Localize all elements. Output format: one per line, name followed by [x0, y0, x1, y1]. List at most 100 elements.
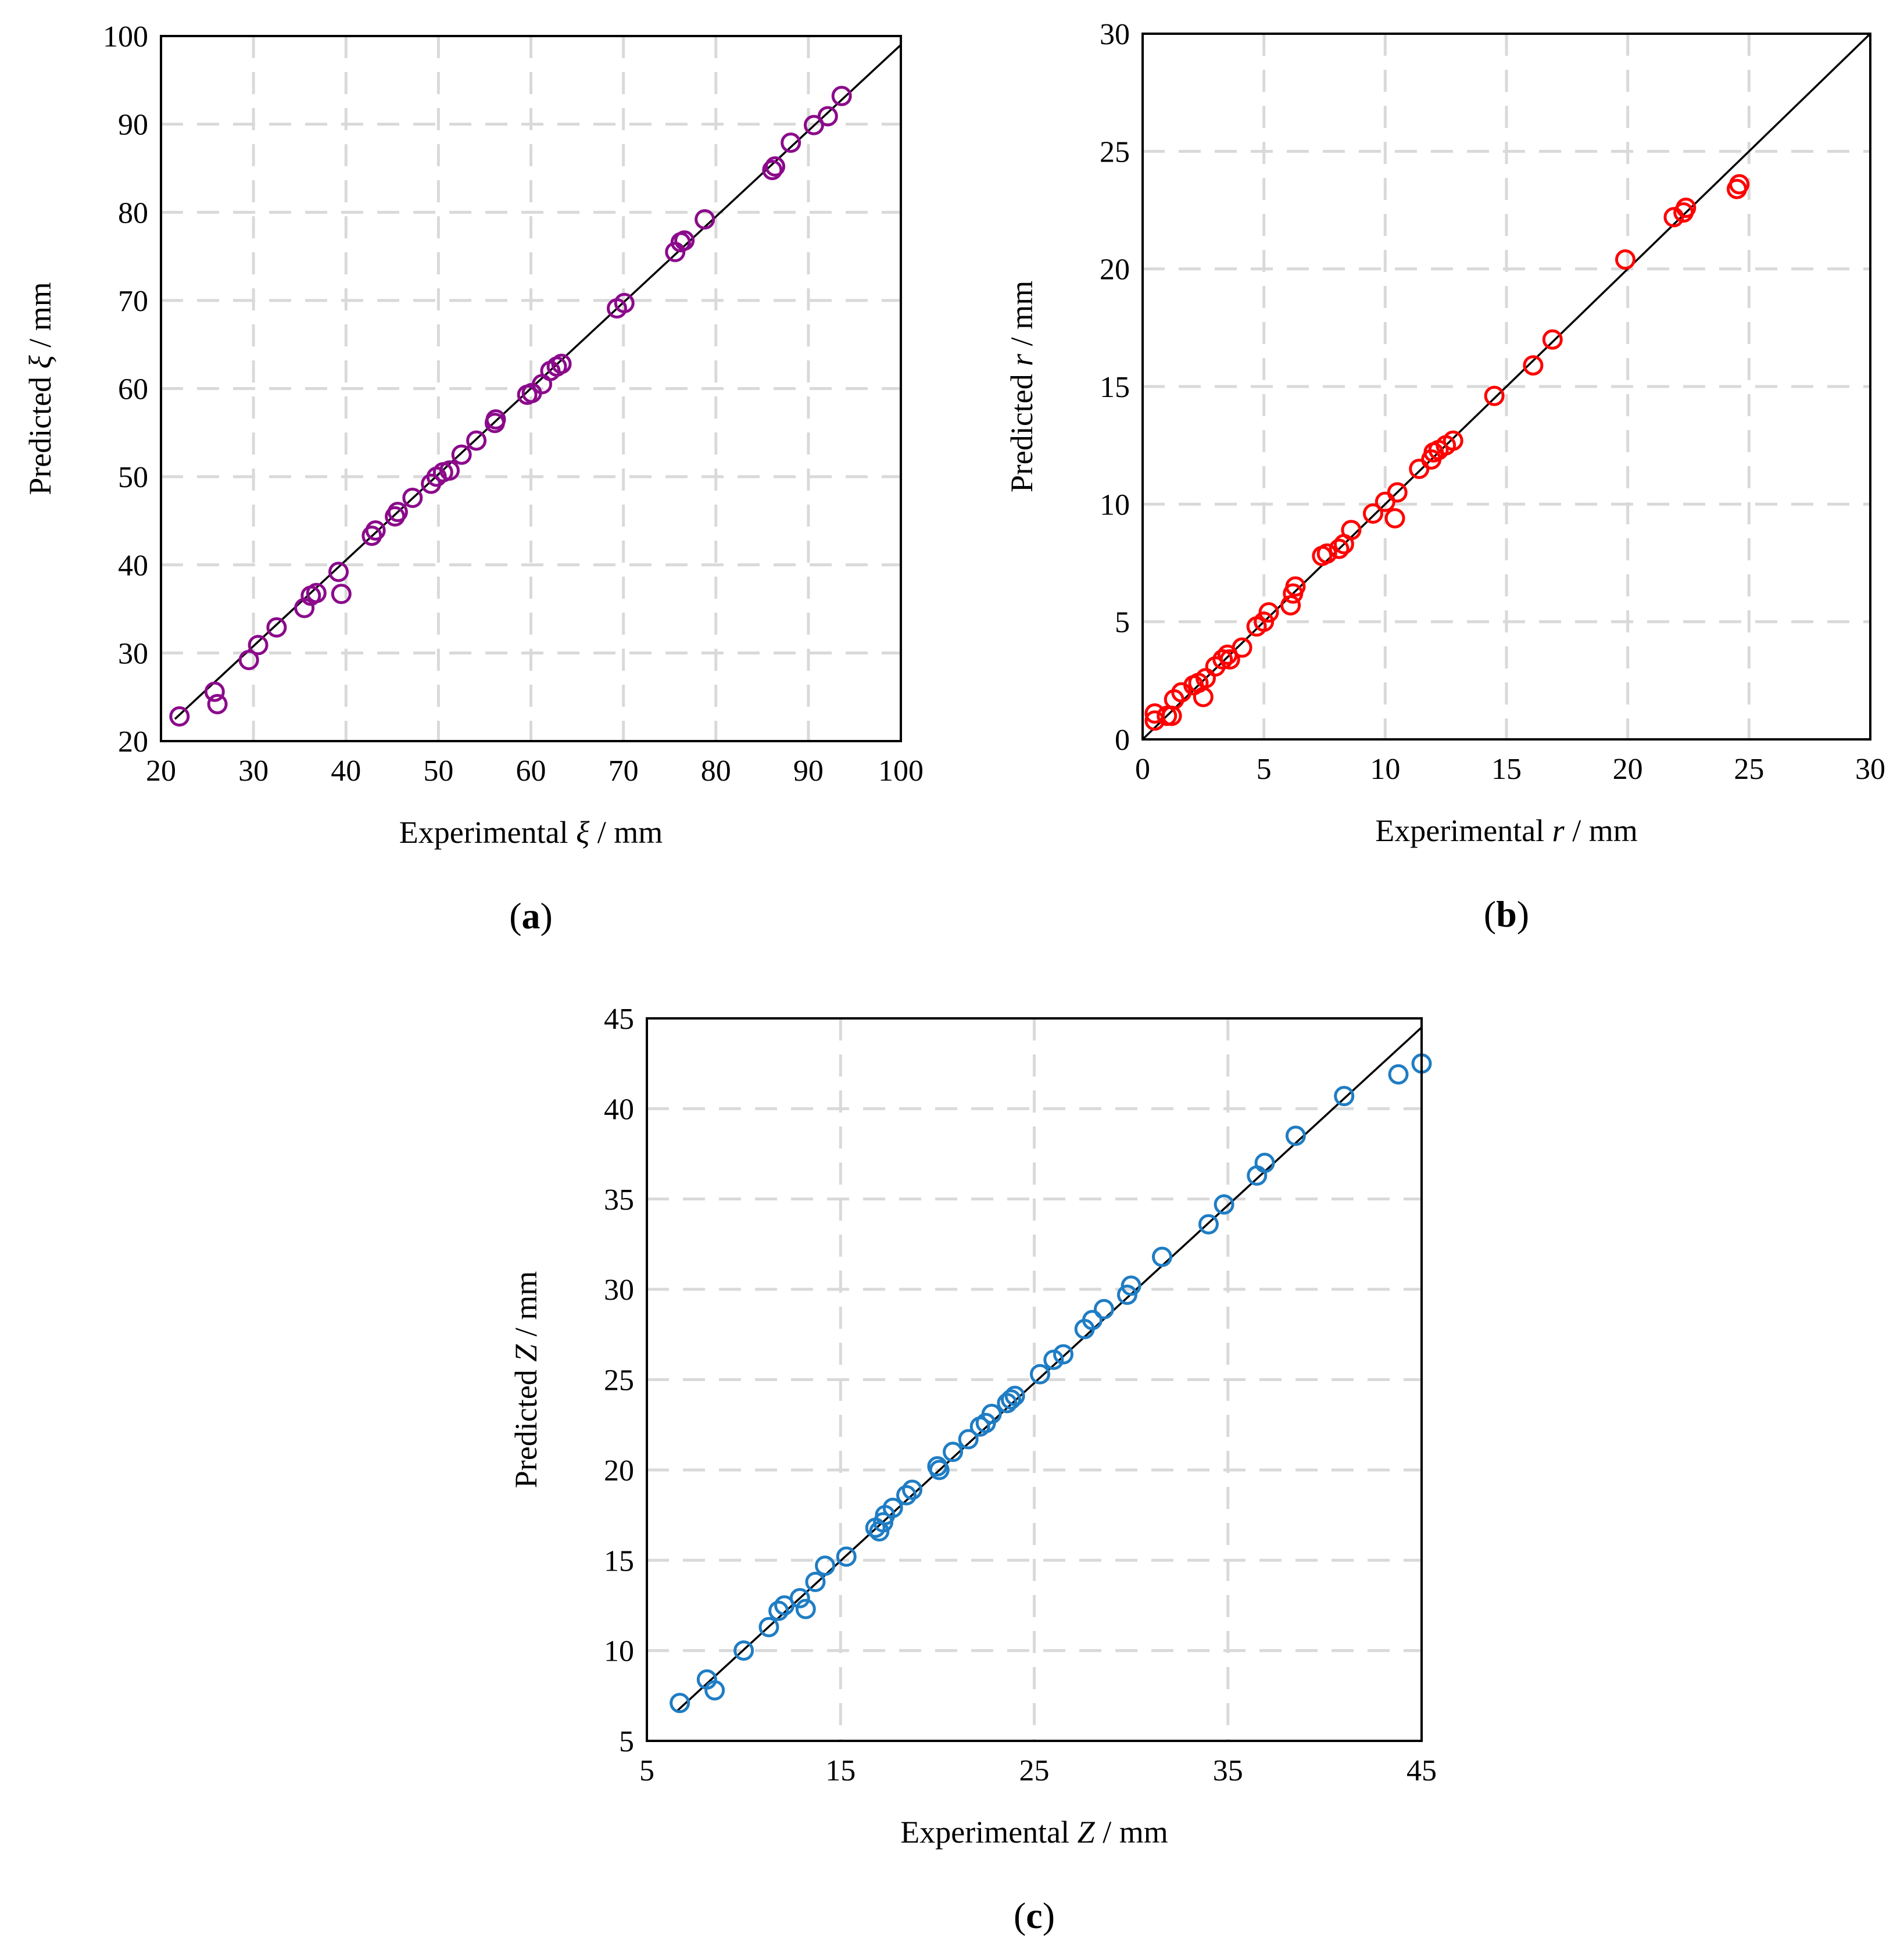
panel-b-point-22 — [1316, 543, 1337, 564]
panel-b-points — [1144, 174, 1750, 731]
panel-a-point-39 — [803, 115, 824, 135]
panel-b-x-tick-label-5: 25 — [1734, 753, 1764, 786]
panel-c-point-5 — [768, 1600, 789, 1621]
panel-b-point-20 — [1285, 576, 1306, 597]
panel-a-point-21 — [466, 430, 487, 451]
panel-b-point-23 — [1329, 538, 1350, 559]
panel-c-point-21 — [943, 1442, 964, 1462]
panel-a-y-tick-label-7: 90 — [118, 109, 148, 142]
panel-a-label: (a) — [509, 895, 553, 936]
panel-b-y-tick-label-1: 5 — [1115, 606, 1130, 639]
panel-c-y-tick-label-6: 35 — [604, 1183, 634, 1217]
panel-c-point-17 — [896, 1485, 917, 1505]
panel-c-label: (c) — [1014, 1895, 1055, 1936]
panel-c-point-27 — [1001, 1389, 1022, 1410]
panel-a-y-tick-label-4: 60 — [118, 373, 148, 406]
panel-c-point-7 — [789, 1588, 810, 1609]
panel-b-point-37 — [1523, 355, 1544, 376]
panel-a-x-tick-label-2: 40 — [331, 754, 361, 788]
panel-a-x-tick-label-3: 50 — [423, 754, 453, 788]
panel-c-point-11 — [836, 1546, 857, 1567]
panel-c: 5 15 25 35 45 5 10 15 20 25 30 35 40 45 Experimental… — [509, 1003, 1437, 1936]
panel-b-point-28 — [1384, 508, 1405, 529]
panel-c-y-tick-label-2: 15 — [604, 1544, 634, 1578]
panel-c-x-ticks: 5 15 25 35 45 — [639, 1754, 1437, 1787]
panel-c-point-35 — [1116, 1284, 1137, 1305]
panel-b-point-18 — [1280, 595, 1301, 616]
panel-c-point-16 — [882, 1497, 903, 1518]
panel-c-point-42 — [1285, 1125, 1306, 1146]
panel-b-x-ticks: 0 5 10 15 20 25 30 — [1135, 753, 1885, 786]
panel-b-y-tick-label-4: 20 — [1100, 253, 1130, 287]
panel-a-y-axis-label: Predicted ξ / mm — [23, 282, 58, 495]
panel-a-x-axis-label: Experimental ξ / mm — [399, 815, 663, 850]
panel-a-point-2 — [207, 693, 228, 714]
panel-c-point-25 — [981, 1404, 1002, 1425]
panel-a-point-34 — [674, 230, 695, 251]
panel-a-point-41 — [831, 85, 852, 106]
panel-c-y-tick-label-8: 45 — [604, 1003, 634, 1036]
panel-b-x-tick-label-6: 30 — [1855, 753, 1885, 786]
panel-c-point-10 — [815, 1555, 836, 1576]
panel-b-point-38 — [1542, 329, 1563, 350]
panel-c-x-tick-label-4: 45 — [1406, 1754, 1437, 1787]
panel-c-point-28 — [1004, 1385, 1025, 1406]
panel-c-y-tick-label-0: 5 — [619, 1725, 634, 1758]
panel-a-point-8 — [306, 582, 327, 603]
panel-c-y-tick-label-4: 25 — [604, 1364, 634, 1397]
panel-c-point-44 — [1388, 1064, 1409, 1085]
panel-b-point-16 — [1254, 611, 1275, 632]
panel-b-y-ticks: 0 5 10 15 20 25 30 — [1100, 18, 1130, 757]
panel-a-point-29 — [551, 353, 572, 374]
panel-c-point-43 — [1334, 1086, 1355, 1107]
panel-c-point-9 — [805, 1572, 826, 1593]
panel-c-point-2 — [704, 1680, 725, 1701]
panel-a-x-tick-label-1: 30 — [238, 754, 269, 788]
panel-c-point-20 — [929, 1460, 950, 1480]
panel-b-x-tick-label-2: 10 — [1370, 753, 1400, 786]
panel-b-point-25 — [1341, 520, 1362, 541]
panel-b-point-42 — [1676, 197, 1697, 218]
panel-a-point-38 — [781, 132, 801, 153]
panel-c-y-tick-label-5: 30 — [604, 1274, 634, 1307]
panel-b-frame — [1141, 33, 1871, 741]
panel-b-y-tick-label-3: 15 — [1100, 371, 1130, 404]
panel-c-point-38 — [1198, 1214, 1219, 1235]
panel-b-label: (b) — [1484, 893, 1529, 935]
panel-a-x-tick-label-7: 90 — [793, 754, 824, 788]
panel-a-x-tick-label-8: 100 — [878, 754, 924, 788]
panel-c-points — [670, 1053, 1432, 1714]
panel-a-y-tick-label-6: 80 — [118, 196, 148, 230]
panel-c-point-3 — [733, 1640, 754, 1661]
panel-a-point-12 — [365, 520, 386, 541]
panel-a-point-20 — [451, 444, 472, 465]
panel-b-y-tick-label-6: 30 — [1100, 18, 1130, 51]
panel-a-x-tick-label-5: 70 — [609, 754, 639, 788]
panel-c-point-37 — [1151, 1246, 1172, 1267]
panel-b-x-tick-label-3: 15 — [1491, 753, 1522, 786]
panel-c-point-31 — [1053, 1344, 1073, 1365]
panel-b-x-tick-label-1: 5 — [1257, 753, 1272, 786]
panel-a-x-tick-label-6: 80 — [701, 754, 731, 788]
panel-b-y-axis-label: Predicted r / mm — [1004, 281, 1039, 492]
panel-b-point-17 — [1258, 602, 1279, 623]
panel-a: 20 30 40 50 60 70 80 90 100 2030405060708090100 … — [23, 20, 924, 936]
panel-a-y-tick-label-0: 20 — [118, 725, 148, 759]
panel-c-x-tick-label-3: 35 — [1213, 1754, 1243, 1787]
panel-b-point-36 — [1484, 385, 1505, 406]
panel-a-point-5 — [266, 617, 287, 638]
panel-a-point-9 — [328, 562, 349, 582]
panel-c-point-18 — [902, 1479, 923, 1500]
panel-b-point-11 — [1212, 649, 1233, 670]
panel-c-y-tick-label-7: 40 — [604, 1093, 634, 1126]
panel-a-point-31 — [614, 292, 635, 313]
panel-a-x-tick-label-0: 20 — [146, 754, 176, 788]
panel-a-point-23 — [485, 409, 506, 430]
panel-c-point-4 — [758, 1616, 779, 1637]
panel-c-point-33 — [1082, 1310, 1103, 1331]
panel-b-y-tick-label-5: 25 — [1100, 135, 1130, 169]
panel-b-point-13 — [1219, 649, 1240, 670]
panel-a-y-tick-label-5: 70 — [118, 285, 148, 318]
panel-c-point-36 — [1121, 1275, 1141, 1296]
panel-a-point-14 — [387, 502, 408, 523]
